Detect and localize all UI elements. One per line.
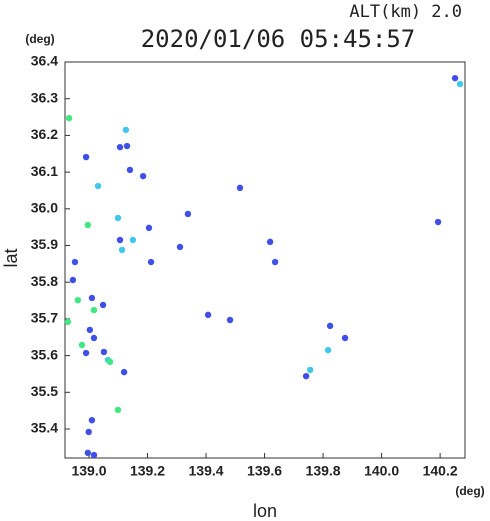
echo-point	[302, 372, 310, 380]
echo-point	[456, 80, 464, 88]
x-axis-label: lon	[253, 501, 277, 521]
echo-point	[204, 311, 212, 319]
x-tick-label: 140.0	[364, 463, 399, 479]
echo-point	[65, 114, 73, 122]
echo-point	[82, 153, 90, 161]
echo-point	[118, 246, 126, 254]
x-tick-label: 139.8	[306, 463, 341, 479]
echo-point	[85, 428, 92, 436]
echo-point	[271, 258, 279, 266]
echo-point	[69, 276, 77, 284]
echo-point	[114, 214, 122, 222]
echo-point	[116, 143, 124, 151]
echo-point	[86, 326, 94, 334]
y-tick-label: 36.4	[31, 53, 58, 69]
echo-point	[226, 316, 234, 324]
echo-point	[266, 238, 274, 246]
echo-point	[78, 341, 86, 349]
y-tick-label: 35.7	[31, 310, 58, 326]
y-tick-label: 35.6	[31, 346, 58, 362]
echo-point	[184, 210, 192, 218]
echo-point	[99, 301, 107, 309]
echo-point	[88, 416, 96, 424]
echo-point	[122, 126, 130, 134]
echo-point	[324, 346, 332, 354]
echo-point	[74, 296, 82, 304]
x-tick-label: 139.4	[189, 463, 224, 479]
echo-point	[82, 349, 90, 357]
echo-point	[94, 182, 102, 190]
echo-point	[90, 451, 98, 459]
x-tick-label: 139.0	[71, 463, 106, 479]
echo-point	[100, 348, 108, 356]
x-tick-label: 139.2	[130, 463, 165, 479]
echo-point	[64, 318, 72, 326]
echo-point	[236, 184, 244, 192]
echo-point	[116, 236, 124, 244]
echo-point	[126, 166, 134, 174]
echo-point	[326, 322, 334, 330]
plot-frame	[64, 61, 466, 459]
y-tick-label: 36.2	[31, 126, 58, 142]
echo-point	[84, 221, 92, 229]
x-tick-label: 139.6	[247, 463, 282, 479]
echo-point	[139, 172, 147, 180]
y-tick-label: 35.4	[31, 420, 58, 436]
echo-point	[434, 218, 442, 226]
echo-point	[106, 358, 114, 366]
y-tick-label: 36.0	[31, 200, 58, 216]
echo-point	[71, 258, 79, 266]
echo-point	[451, 74, 459, 82]
echo-point	[90, 306, 98, 314]
echo-point	[176, 243, 184, 251]
echo-point	[114, 406, 122, 414]
echo-point	[84, 449, 92, 457]
y-tick-label: 35.5	[31, 383, 58, 399]
echo-point	[145, 224, 153, 232]
y-tick-label: 36.3	[31, 89, 58, 105]
echo-point	[123, 142, 131, 150]
y-unit: (deg)	[25, 32, 54, 46]
header: ALT(km) 2.0	[349, 2, 462, 22]
echo-point	[147, 258, 155, 266]
x-unit: (deg)	[455, 484, 484, 498]
x-tick-label: 140.2	[423, 463, 458, 479]
y-tick-label: 35.9	[31, 236, 58, 252]
y-tick-label: 35.8	[31, 273, 58, 289]
chart-title: 2020/01/06 05:45:57	[141, 25, 416, 53]
echo-point	[341, 334, 349, 342]
echo-point	[307, 366, 314, 374]
echo-point	[129, 236, 137, 244]
y-tick-label: 36.1	[31, 163, 58, 179]
y-axis-label: lat	[1, 248, 21, 267]
echo-point	[120, 368, 128, 376]
echo-point	[90, 334, 98, 342]
echo-point	[88, 294, 96, 302]
